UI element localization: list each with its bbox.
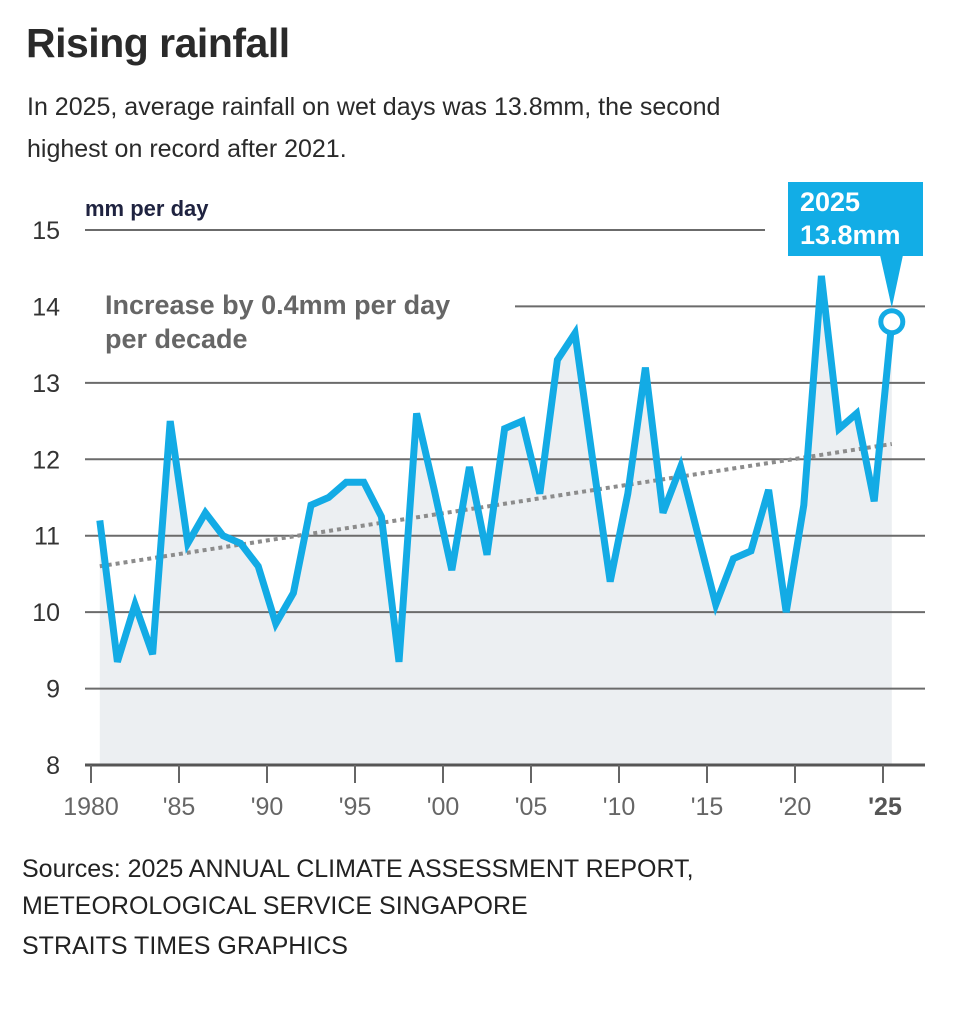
area-fill — [99, 275, 892, 765]
y-tick-label: 11 — [34, 523, 60, 551]
y-tick-label: 12 — [32, 446, 60, 474]
x-tick-label: '95 — [339, 793, 372, 821]
x-tick-label: '05 — [515, 793, 548, 821]
source-line-1: Sources: 2025 ANNUAL CLIMATE ASSESSMENT … — [22, 855, 694, 883]
x-tick-label: '10 — [603, 793, 636, 821]
x-tick-label: '20 — [779, 793, 812, 821]
callout-year: 2025 — [800, 187, 860, 217]
trend-annotation: Increase by 0.4mm per day — [105, 290, 450, 320]
trend-annotation: per decade — [105, 324, 248, 354]
highlight-2025-marker — [878, 308, 906, 336]
source-line-2: METEOROLOGICAL SERVICE SINGAPORE — [22, 892, 528, 920]
x-tick-label: 1980 — [63, 793, 119, 821]
y-tick-label: 14 — [32, 293, 60, 321]
y-tick-label: 9 — [46, 676, 60, 704]
callout-pointer — [880, 255, 903, 308]
x-tick-label: '15 — [691, 793, 724, 821]
y-tick-label: 8 — [46, 752, 60, 780]
rainfall-line — [96, 275, 896, 663]
x-tick-label: '00 — [427, 793, 460, 821]
credit-line: STRAITS TIMES GRAPHICS — [22, 932, 348, 960]
y-tick-label: 10 — [32, 599, 60, 627]
x-tick-label: '25 — [868, 793, 902, 821]
y-tick-label: 13 — [32, 370, 60, 398]
y-tick-label: 15 — [32, 217, 60, 245]
x-tick-label: '85 — [163, 793, 196, 821]
callout-box — [788, 182, 923, 256]
callout-value: 13.8mm — [800, 220, 901, 250]
x-tick-label: '90 — [251, 793, 284, 821]
chart-title: Rising rainfall — [26, 20, 290, 66]
y-axis-label: mm per day — [85, 196, 209, 221]
chart-subtitle: In 2025, average rainfall on wet days wa… — [27, 93, 721, 163]
